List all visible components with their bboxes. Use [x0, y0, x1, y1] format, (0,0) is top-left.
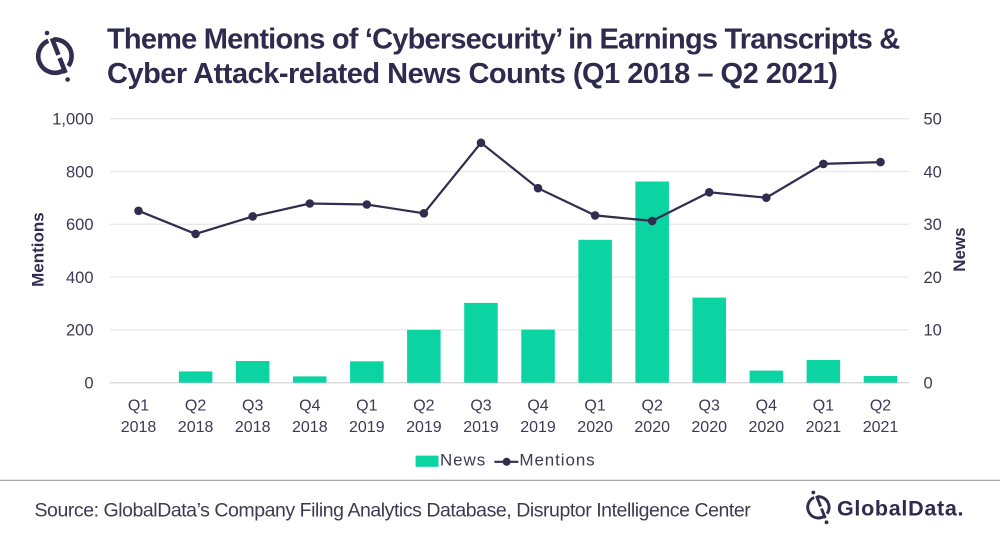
svg-text:2019: 2019 — [520, 419, 556, 436]
svg-text:News: News — [440, 451, 486, 470]
svg-text:600: 600 — [66, 216, 94, 234]
svg-text:1,000: 1,000 — [52, 111, 93, 129]
svg-text:2020: 2020 — [691, 419, 727, 436]
svg-text:Q4: Q4 — [756, 398, 777, 415]
svg-text:Q3: Q3 — [242, 398, 263, 415]
svg-text:News: News — [950, 227, 969, 271]
svg-text:0: 0 — [84, 375, 93, 393]
svg-text:Cyber Attack-related News Coun: Cyber Attack-related News Counts (Q1 201… — [107, 58, 837, 90]
svg-text:Q1: Q1 — [813, 398, 834, 415]
svg-text:2018: 2018 — [235, 419, 271, 436]
svg-text:2018: 2018 — [178, 419, 214, 436]
svg-text:Q2: Q2 — [870, 398, 891, 415]
svg-text:Q1: Q1 — [128, 398, 149, 415]
svg-text:2021: 2021 — [863, 419, 899, 436]
svg-text:Q3: Q3 — [699, 398, 720, 415]
svg-text:Q4: Q4 — [527, 398, 548, 415]
svg-text:GlobalData.: GlobalData. — [837, 496, 964, 520]
svg-text:Q4: Q4 — [299, 398, 320, 415]
svg-text:2020: 2020 — [634, 419, 670, 436]
svg-text:Q2: Q2 — [185, 398, 206, 415]
svg-text:Q2: Q2 — [413, 398, 434, 415]
svg-text:0: 0 — [924, 375, 933, 393]
svg-text:Q2: Q2 — [642, 398, 663, 415]
svg-text:Mentions: Mentions — [29, 212, 48, 287]
svg-text:Q1: Q1 — [584, 398, 605, 415]
svg-text:30: 30 — [924, 216, 942, 234]
svg-text:400: 400 — [66, 269, 94, 287]
svg-text:200: 200 — [66, 322, 94, 340]
svg-text:2020: 2020 — [577, 419, 613, 436]
svg-text:2019: 2019 — [349, 419, 385, 436]
svg-text:2019: 2019 — [463, 419, 499, 436]
svg-text:2019: 2019 — [406, 419, 442, 436]
svg-text:Source: GlobalData’s Company F: Source: GlobalData’s Company Filing Anal… — [35, 500, 752, 522]
svg-text:10: 10 — [924, 322, 942, 340]
svg-text:50: 50 — [924, 111, 942, 129]
svg-text:40: 40 — [924, 163, 942, 181]
svg-text:2018: 2018 — [292, 419, 328, 436]
svg-text:2018: 2018 — [121, 419, 157, 436]
svg-text:Mentions: Mentions — [519, 451, 595, 470]
svg-text:Q1: Q1 — [356, 398, 377, 415]
svg-text:20: 20 — [924, 269, 942, 287]
svg-text:Theme Mentions of ‘Cybersecuri: Theme Mentions of ‘Cybersecurity’ in Ear… — [107, 24, 900, 56]
svg-text:Q3: Q3 — [470, 398, 491, 415]
svg-text:2021: 2021 — [806, 419, 842, 436]
svg-text:800: 800 — [66, 163, 94, 181]
svg-text:2020: 2020 — [749, 419, 785, 436]
